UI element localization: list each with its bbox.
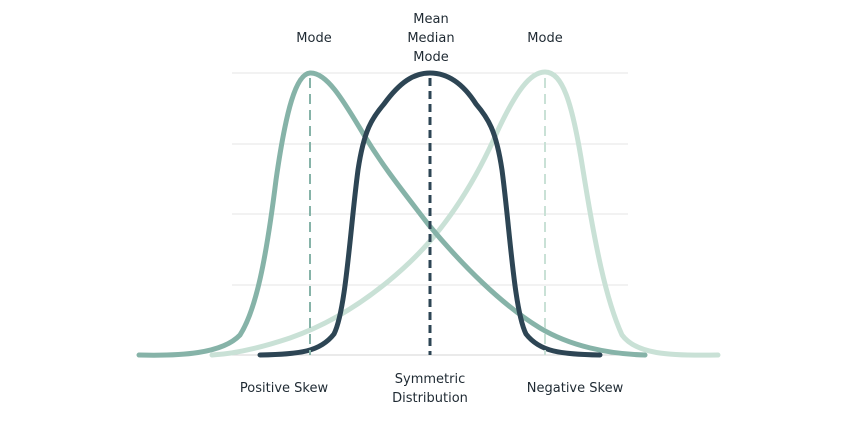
positive-skew-mode-label: Mode xyxy=(296,31,331,46)
negative-skew-curve xyxy=(209,69,721,358)
symmetric-median-label: Median xyxy=(407,31,454,46)
symmetric-mean-label: Mean xyxy=(413,12,448,27)
symmetric-distribution-label-line1: Symmetric xyxy=(395,372,465,387)
negative-skew-mode-label: Mode xyxy=(527,31,562,46)
positive-skew-curve xyxy=(136,70,648,358)
symmetric-curve xyxy=(257,70,603,358)
negative-skew-label: Negative Skew xyxy=(527,381,624,396)
symmetric-mode-label: Mode xyxy=(413,50,448,65)
positive-skew-label: Positive Skew xyxy=(240,381,329,396)
symmetric-distribution-label-line2: Distribution xyxy=(392,391,468,406)
